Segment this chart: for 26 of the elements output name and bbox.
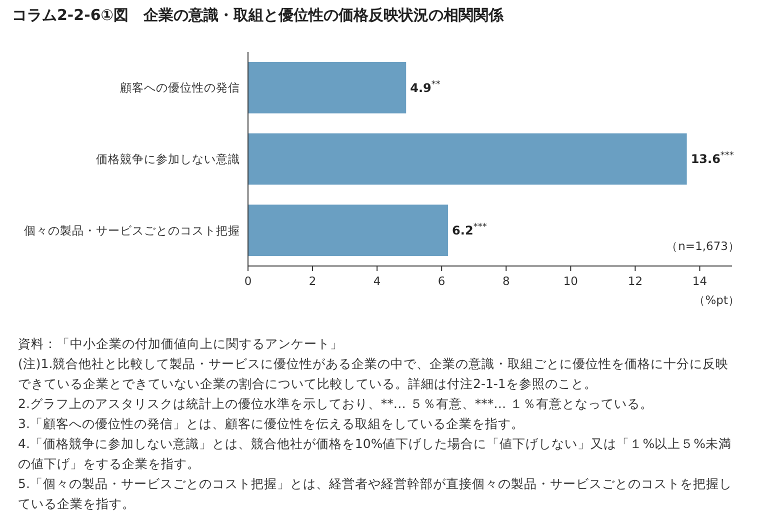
y-tick-label: 顧客への優位性の発信: [120, 80, 240, 95]
x-tick-label: 12: [628, 274, 643, 288]
text: (注)1.競合他社と比較して製品・サービスに優位性がある企業の中で、企業の意識・取組ごとに優位性を価格に十分に反映できている企業とできていない企業の割合について比較している。詳細は付注2-1-1を参照のこと。: [18, 355, 730, 393]
text: 2.グラフ上のアスタリスクは統計上の優位水準を示しており、**… ５％有意、***… １％有意となっている。: [18, 395, 654, 413]
data-label: 6.2$^{***}$: [452, 222, 488, 238]
data-label: 13.6$^{***}$: [690, 151, 734, 166]
x-tick-label: 0: [244, 274, 252, 288]
annotation: （n=1,673）: [666, 239, 740, 253]
x-tick-label: 8: [502, 274, 510, 288]
text: 資料：「中小企業の付加価値向上に関するアンケート」: [18, 335, 344, 353]
bar: [248, 62, 406, 114]
bar: [248, 204, 448, 256]
y-tick-label: 個々の製品・サービスごとのコスト把握: [24, 223, 240, 238]
x-tick-label: 6: [438, 274, 446, 288]
x-axis-title: （%pt）: [693, 293, 740, 307]
bar: [248, 133, 687, 185]
text: 3.「顧客への優位性の発信」とは、顧客に優位性を伝える取組をしている企業を指す。: [18, 415, 525, 433]
x-tick-label: 2: [308, 274, 316, 288]
text: 4.「価格競争に参加しない意識」とは、競合他社が価格を10%値下げした場合に「値下げしない」又は「１%以上５%未満の値下げ」をする企業を指す。: [18, 435, 732, 473]
chart-title: コラム2-2-6①図 企業の意識・取組と優位性の価格反映状況の相関関係: [12, 6, 504, 24]
y-tick-label: 価格競争に参加しない意識: [96, 152, 240, 166]
x-tick-label: 10: [563, 274, 578, 288]
x-tick-label: 14: [692, 274, 708, 288]
text: 5.「個々の製品・サービスごとのコスト把握」とは、経営者や経営幹部が直接個々の製品・サービスごとのコストを把握している企業を指す。: [18, 475, 733, 513]
data-label: 4.9$^{**}$: [410, 80, 441, 95]
x-tick-label: 4: [373, 274, 381, 288]
